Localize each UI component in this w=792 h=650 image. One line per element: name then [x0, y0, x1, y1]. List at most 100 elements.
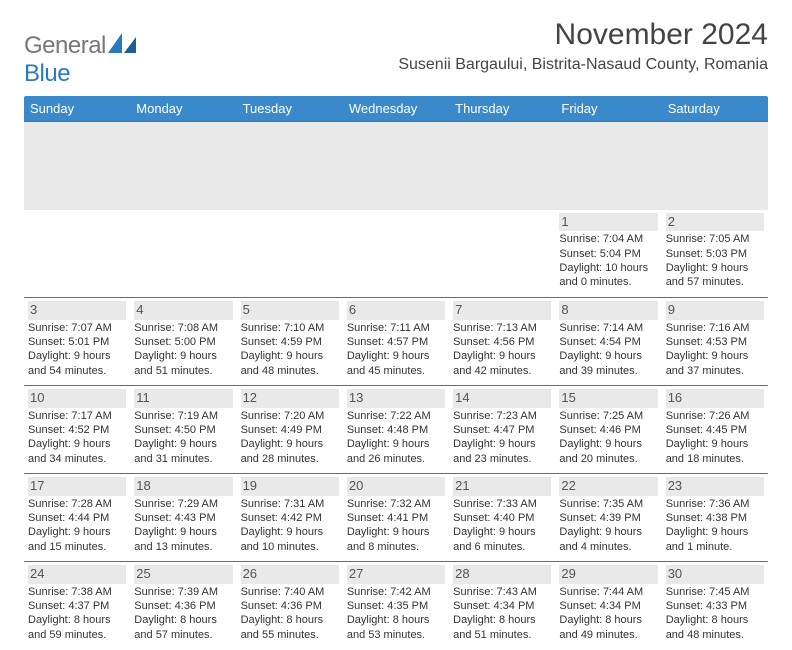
day-details: Sunrise: 7:33 AMSunset: 4:40 PMDaylight:…: [453, 497, 551, 554]
calendar-week-row: 10Sunrise: 7:17 AMSunset: 4:52 PMDayligh…: [24, 386, 768, 474]
weekday-header: Friday: [555, 96, 661, 122]
sunset-text: Sunset: 4:35 PM: [347, 599, 445, 613]
daylight-line-2: and 10 minutes.: [241, 540, 339, 554]
sunrise-text: Sunrise: 7:23 AM: [453, 409, 551, 423]
daylight-line-2: and 18 minutes.: [666, 452, 764, 466]
sunset-text: Sunset: 5:00 PM: [134, 335, 232, 349]
daylight-line-2: and 8 minutes.: [347, 540, 445, 554]
day-number: 25: [134, 565, 232, 584]
daylight-line-1: Daylight: 9 hours: [666, 261, 764, 275]
weekday-header: Thursday: [449, 96, 555, 122]
sunset-text: Sunset: 4:50 PM: [134, 423, 232, 437]
calendar-day-cell: [237, 210, 343, 298]
calendar-day-cell: 27Sunrise: 7:42 AMSunset: 4:35 PMDayligh…: [343, 562, 449, 650]
daylight-line-1: Daylight: 9 hours: [347, 437, 445, 451]
daylight-line-2: and 6 minutes.: [453, 540, 551, 554]
daylight-line-1: Daylight: 9 hours: [241, 349, 339, 363]
weekday-header: Wednesday: [343, 96, 449, 122]
day-details: Sunrise: 7:36 AMSunset: 4:38 PMDaylight:…: [666, 497, 764, 554]
calendar-day-cell: 23Sunrise: 7:36 AMSunset: 4:38 PMDayligh…: [662, 474, 768, 562]
daylight-line-1: Daylight: 10 hours: [559, 261, 657, 275]
sunrise-text: Sunrise: 7:45 AM: [666, 585, 764, 599]
day-number: 9: [666, 301, 764, 320]
day-number: 4: [134, 301, 232, 320]
day-details: Sunrise: 7:22 AMSunset: 4:48 PMDaylight:…: [347, 409, 445, 466]
day-number: 24: [28, 565, 126, 584]
sunrise-text: Sunrise: 7:19 AM: [134, 409, 232, 423]
day-details: Sunrise: 7:25 AMSunset: 4:46 PMDaylight:…: [559, 409, 657, 466]
sunrise-text: Sunrise: 7:28 AM: [28, 497, 126, 511]
day-details: Sunrise: 7:04 AMSunset: 5:04 PMDaylight:…: [559, 232, 657, 289]
day-details: Sunrise: 7:16 AMSunset: 4:53 PMDaylight:…: [666, 321, 764, 378]
day-number: 30: [666, 565, 764, 584]
daylight-line-2: and 13 minutes.: [134, 540, 232, 554]
calendar-day-cell: 3Sunrise: 7:07 AMSunset: 5:01 PMDaylight…: [24, 298, 130, 386]
day-number: 16: [666, 389, 764, 408]
daylight-line-1: Daylight: 8 hours: [453, 613, 551, 627]
daylight-line-2: and 53 minutes.: [347, 628, 445, 642]
sunrise-text: Sunrise: 7:33 AM: [453, 497, 551, 511]
sunset-text: Sunset: 4:38 PM: [666, 511, 764, 525]
daylight-line-2: and 4 minutes.: [559, 540, 657, 554]
calendar-day-cell: 18Sunrise: 7:29 AMSunset: 4:43 PMDayligh…: [130, 474, 236, 562]
day-details: Sunrise: 7:42 AMSunset: 4:35 PMDaylight:…: [347, 585, 445, 642]
weekday-header: Monday: [130, 96, 236, 122]
day-number: 8: [559, 301, 657, 320]
day-number: 17: [28, 477, 126, 496]
calendar-day-cell: [24, 210, 130, 298]
calendar-day-cell: 7Sunrise: 7:13 AMSunset: 4:56 PMDaylight…: [449, 298, 555, 386]
calendar-day-cell: 12Sunrise: 7:20 AMSunset: 4:49 PMDayligh…: [237, 386, 343, 474]
daylight-line-1: Daylight: 9 hours: [241, 525, 339, 539]
sunset-text: Sunset: 4:41 PM: [347, 511, 445, 525]
calendar-day-cell: 9Sunrise: 7:16 AMSunset: 4:53 PMDaylight…: [662, 298, 768, 386]
sail-icon: [108, 32, 136, 52]
calendar-day-cell: 10Sunrise: 7:17 AMSunset: 4:52 PMDayligh…: [24, 386, 130, 474]
daylight-line-1: Daylight: 8 hours: [666, 613, 764, 627]
calendar-day-cell: 14Sunrise: 7:23 AMSunset: 4:47 PMDayligh…: [449, 386, 555, 474]
day-number: 12: [241, 389, 339, 408]
day-details: Sunrise: 7:13 AMSunset: 4:56 PMDaylight:…: [453, 321, 551, 378]
daylight-line-1: Daylight: 9 hours: [559, 437, 657, 451]
daylight-line-1: Daylight: 8 hours: [134, 613, 232, 627]
weekday-header-row: Sunday Monday Tuesday Wednesday Thursday…: [24, 96, 768, 122]
calendar-day-cell: 11Sunrise: 7:19 AMSunset: 4:50 PMDayligh…: [130, 386, 236, 474]
day-details: Sunrise: 7:44 AMSunset: 4:34 PMDaylight:…: [559, 585, 657, 642]
calendar-day-cell: [343, 210, 449, 298]
day-number: 15: [559, 389, 657, 408]
sunrise-text: Sunrise: 7:20 AM: [241, 409, 339, 423]
calendar-body: 1Sunrise: 7:04 AMSunset: 5:04 PMDaylight…: [24, 210, 768, 650]
day-number: 10: [28, 389, 126, 408]
day-details: Sunrise: 7:23 AMSunset: 4:47 PMDaylight:…: [453, 409, 551, 466]
sunrise-text: Sunrise: 7:25 AM: [559, 409, 657, 423]
sunset-text: Sunset: 4:59 PM: [241, 335, 339, 349]
page-header: General Blue November 2024 Susenii Barga…: [24, 18, 768, 88]
day-details: Sunrise: 7:40 AMSunset: 4:36 PMDaylight:…: [241, 585, 339, 642]
calendar-week-row: 24Sunrise: 7:38 AMSunset: 4:37 PMDayligh…: [24, 562, 768, 650]
sunset-text: Sunset: 4:36 PM: [134, 599, 232, 613]
day-details: Sunrise: 7:35 AMSunset: 4:39 PMDaylight:…: [559, 497, 657, 554]
sunrise-text: Sunrise: 7:07 AM: [28, 321, 126, 335]
daylight-line-2: and 51 minutes.: [453, 628, 551, 642]
sunrise-text: Sunrise: 7:43 AM: [453, 585, 551, 599]
location-text: Susenii Bargaului, Bistrita-Nasaud Count…: [398, 56, 768, 74]
daylight-line-2: and 34 minutes.: [28, 452, 126, 466]
sunrise-text: Sunrise: 7:22 AM: [347, 409, 445, 423]
sunset-text: Sunset: 4:57 PM: [347, 335, 445, 349]
daylight-line-2: and 45 minutes.: [347, 364, 445, 378]
calendar-day-cell: [130, 210, 236, 298]
sunrise-text: Sunrise: 7:36 AM: [666, 497, 764, 511]
day-number: 2: [666, 213, 764, 232]
calendar-day-cell: 2Sunrise: 7:05 AMSunset: 5:03 PMDaylight…: [662, 210, 768, 298]
day-number: 18: [134, 477, 232, 496]
daylight-line-1: Daylight: 9 hours: [347, 525, 445, 539]
calendar-day-cell: 20Sunrise: 7:32 AMSunset: 4:41 PMDayligh…: [343, 474, 449, 562]
weekday-header: Tuesday: [237, 96, 343, 122]
daylight-line-1: Daylight: 9 hours: [666, 525, 764, 539]
calendar-day-cell: 1Sunrise: 7:04 AMSunset: 5:04 PMDaylight…: [555, 210, 661, 298]
sunrise-text: Sunrise: 7:31 AM: [241, 497, 339, 511]
sunrise-text: Sunrise: 7:35 AM: [559, 497, 657, 511]
daylight-line-2: and 55 minutes.: [241, 628, 339, 642]
day-details: Sunrise: 7:38 AMSunset: 4:37 PMDaylight:…: [28, 585, 126, 642]
day-details: Sunrise: 7:26 AMSunset: 4:45 PMDaylight:…: [666, 409, 764, 466]
day-number: 19: [241, 477, 339, 496]
